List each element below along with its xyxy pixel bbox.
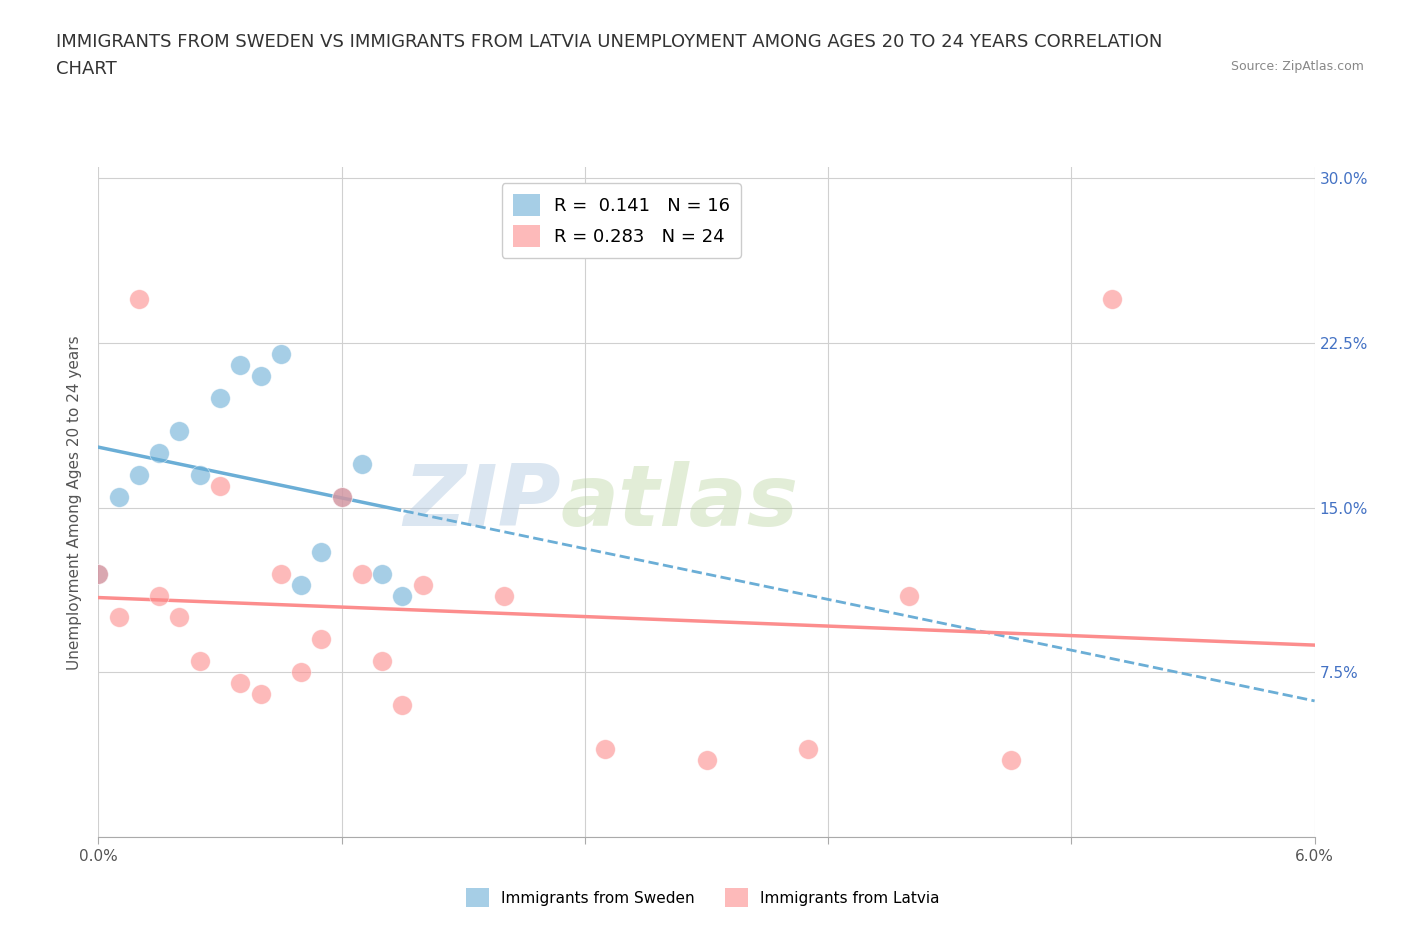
Text: Source: ZipAtlas.com: Source: ZipAtlas.com <box>1230 60 1364 73</box>
Point <box>209 391 232 405</box>
Point <box>107 610 129 625</box>
Point <box>898 588 921 603</box>
Point <box>128 292 150 307</box>
Point <box>188 467 211 482</box>
Point <box>797 742 820 757</box>
Point <box>311 544 333 559</box>
Point <box>391 588 413 603</box>
Point <box>311 632 333 647</box>
Point <box>350 566 373 581</box>
Point <box>249 368 271 383</box>
Point <box>249 687 271 702</box>
Point <box>229 676 252 691</box>
Point <box>209 478 232 493</box>
Point <box>290 665 312 680</box>
Point <box>1000 752 1022 767</box>
Point <box>371 566 394 581</box>
Point <box>593 742 616 757</box>
Point <box>330 489 353 504</box>
Point <box>270 347 292 362</box>
Text: CHART: CHART <box>56 60 117 78</box>
Point <box>696 752 718 767</box>
Point <box>371 654 394 669</box>
Text: ZIP: ZIP <box>404 460 561 544</box>
Y-axis label: Unemployment Among Ages 20 to 24 years: Unemployment Among Ages 20 to 24 years <box>67 335 83 670</box>
Point <box>87 566 110 581</box>
Point <box>391 698 413 712</box>
Legend: Immigrants from Sweden, Immigrants from Latvia: Immigrants from Sweden, Immigrants from … <box>460 883 946 913</box>
Point <box>148 588 170 603</box>
Point <box>128 467 150 482</box>
Point <box>107 489 129 504</box>
Point <box>290 578 312 592</box>
Text: atlas: atlas <box>561 460 799 544</box>
Point <box>330 489 353 504</box>
Point <box>492 588 515 603</box>
Point <box>412 578 434 592</box>
Point <box>1101 292 1123 307</box>
Legend: R =  0.141   N = 16, R = 0.283   N = 24: R = 0.141 N = 16, R = 0.283 N = 24 <box>502 183 741 258</box>
Point <box>270 566 292 581</box>
Point <box>350 457 373 472</box>
Point <box>169 423 191 438</box>
Point <box>87 566 110 581</box>
Point <box>169 610 191 625</box>
Text: IMMIGRANTS FROM SWEDEN VS IMMIGRANTS FROM LATVIA UNEMPLOYMENT AMONG AGES 20 TO 2: IMMIGRANTS FROM SWEDEN VS IMMIGRANTS FRO… <box>56 33 1163 50</box>
Point <box>188 654 211 669</box>
Point <box>148 445 170 460</box>
Point <box>229 357 252 372</box>
